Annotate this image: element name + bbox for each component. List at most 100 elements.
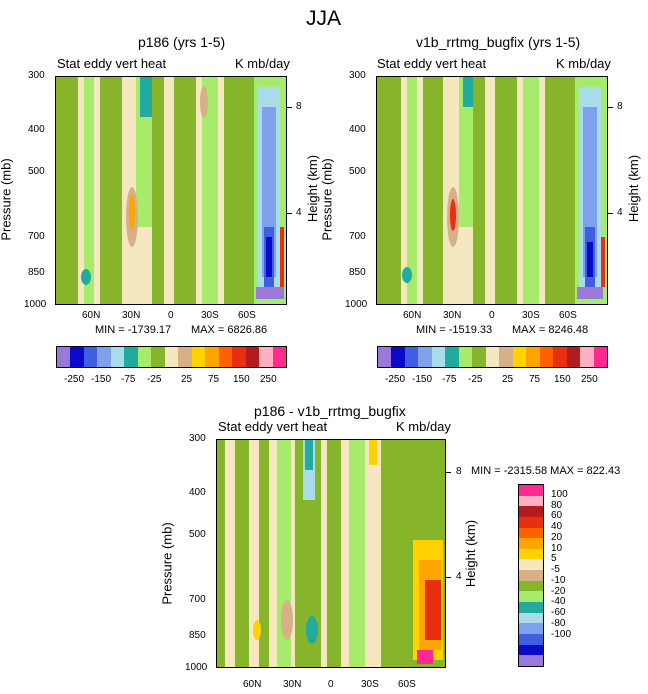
colorbar-swatch [472, 347, 486, 367]
panel1-contour [266, 237, 272, 277]
panel3-ylabel: Pressure (mb) [159, 522, 175, 605]
panel1-contour [280, 227, 284, 287]
colorbar-swatch [218, 347, 233, 367]
panel3-contour [425, 580, 441, 640]
colorbar-swatch [519, 633, 543, 645]
panel2-xtick-label: 60N [403, 310, 422, 321]
colorbar-diff-label: 60 [551, 510, 563, 522]
panel2-ytick-label: 300 [349, 70, 366, 81]
colorbar-swatch [70, 347, 84, 367]
panel2-ytick-right: 8 [617, 101, 623, 112]
colorbar-left-label: -250 [64, 374, 85, 385]
colorbar-swatch [519, 527, 543, 539]
panel3-xtick-label: 60S [398, 679, 416, 690]
panel1-ytick-label: 400 [28, 124, 45, 135]
colorbar-diff-label: 20 [551, 531, 563, 543]
colorbar-swatch [445, 347, 459, 367]
colorbar-swatch [519, 580, 543, 592]
panel1-contour [174, 77, 196, 304]
panel3-contour [417, 650, 433, 664]
panel2-xtick-label: 30N [443, 310, 462, 321]
colorbar-left-label: 25 [181, 374, 193, 385]
colorbar-diff-label: -60 [551, 607, 566, 619]
colorbar-swatch [519, 516, 543, 528]
panel3-xtick-label: 30S [361, 679, 379, 690]
panel3-contour [217, 440, 225, 667]
panel2-contour [587, 242, 593, 277]
panel1-title: p186 (yrs 1-5) [138, 34, 226, 50]
colorbar-swatch [519, 570, 543, 581]
panel2-contour [423, 77, 443, 304]
panel1-xtick-label: 60N [82, 310, 101, 321]
panel1-contour [202, 77, 218, 304]
panel2-subtitle-right: K mb/day [556, 56, 611, 71]
panel3-contour [349, 440, 365, 667]
panel2-title: v1b_rrtmg_bugfix (yrs 1-5) [416, 34, 581, 50]
panel3-xtick-label: 0 [328, 679, 334, 690]
colorbar-swatch [519, 602, 543, 613]
panel2-heatmap [377, 77, 607, 304]
panel2-contour [402, 267, 412, 283]
panel1-contour [84, 77, 94, 304]
panel2-ytick-label: 400 [349, 124, 366, 135]
panel1-subtitle-left: Stat eddy vert heat [57, 56, 167, 71]
colorbar-swatch [512, 347, 527, 367]
colorbar-swatch [519, 655, 543, 666]
colorbar-right-label: 75 [529, 374, 541, 385]
colorbar-diff-label: -20 [551, 585, 566, 597]
panel1-contour [200, 86, 208, 118]
panel1-xtick-label: 30S [201, 310, 219, 321]
colorbar-swatch [519, 559, 543, 571]
panel2-contour [473, 77, 485, 304]
colorbar-swatch [272, 347, 286, 367]
panel2-ytick-right: 4 [617, 207, 623, 218]
panel3-contour [306, 616, 318, 644]
panel3-heatmap [217, 440, 445, 667]
panel2-ylabel-right: Height (km) [626, 154, 642, 223]
panel1-contour [56, 77, 78, 304]
panel2-contour [577, 287, 603, 299]
panel1-contour [224, 77, 254, 304]
colorbar-swatch [593, 347, 607, 367]
colorbar-swatch [232, 347, 246, 367]
panel2-ylabel: Pressure (mb) [319, 158, 335, 241]
panel1-xtick-label: 30N [122, 310, 141, 321]
panel3-ytick-label: 850 [189, 630, 206, 641]
panel2-xtick-label: 0 [489, 310, 495, 321]
colorbar-diff-label: -40 [551, 596, 566, 608]
colorbar-swatch [259, 347, 273, 367]
panel3-contour [381, 440, 405, 667]
panel3-subtitle-right: K mb/day [396, 419, 451, 434]
colorbar-swatch [391, 347, 405, 367]
colorbar-swatch [178, 347, 192, 367]
colorbar-swatch [519, 644, 543, 656]
colorbar-swatch [124, 347, 138, 367]
panel1-ytick-mark [287, 107, 292, 108]
colorbar-swatch [580, 347, 594, 367]
panel2-contour [495, 77, 517, 304]
colorbar-diff-label: -10 [551, 574, 566, 586]
panel2-ytick-mark [608, 213, 613, 214]
panel2-contour [463, 77, 473, 107]
colorbar-swatch [553, 347, 567, 367]
panel3-minmax: MIN = -2315.58 MAX = 822.43 [471, 465, 621, 477]
colorbar-left-label: 75 [208, 374, 220, 385]
colorbar-swatch [245, 347, 260, 367]
panel3-plot [216, 439, 446, 668]
panel2-contour [545, 77, 575, 304]
panel1-ytick-right: 4 [296, 207, 302, 218]
panel2-contour [407, 77, 417, 304]
colorbar-swatch [519, 506, 543, 517]
colorbar-swatch [378, 347, 392, 367]
panel3-xtick-label: 30N [283, 679, 302, 690]
panel1-ylabel: Pressure (mb) [0, 158, 14, 241]
panel3-title: p186 - v1b_rrtmg_bugfix [254, 403, 406, 419]
panel3-ytick-mark [446, 577, 451, 578]
panel3-contour [305, 440, 313, 470]
panel3-contour [235, 440, 249, 667]
colorbar-swatch [404, 347, 419, 367]
panel1-contour [256, 287, 284, 299]
panel2-contour [601, 237, 605, 287]
panel1-ytick-label: 1000 [24, 299, 47, 310]
panel1-ytick-mark [287, 213, 292, 214]
